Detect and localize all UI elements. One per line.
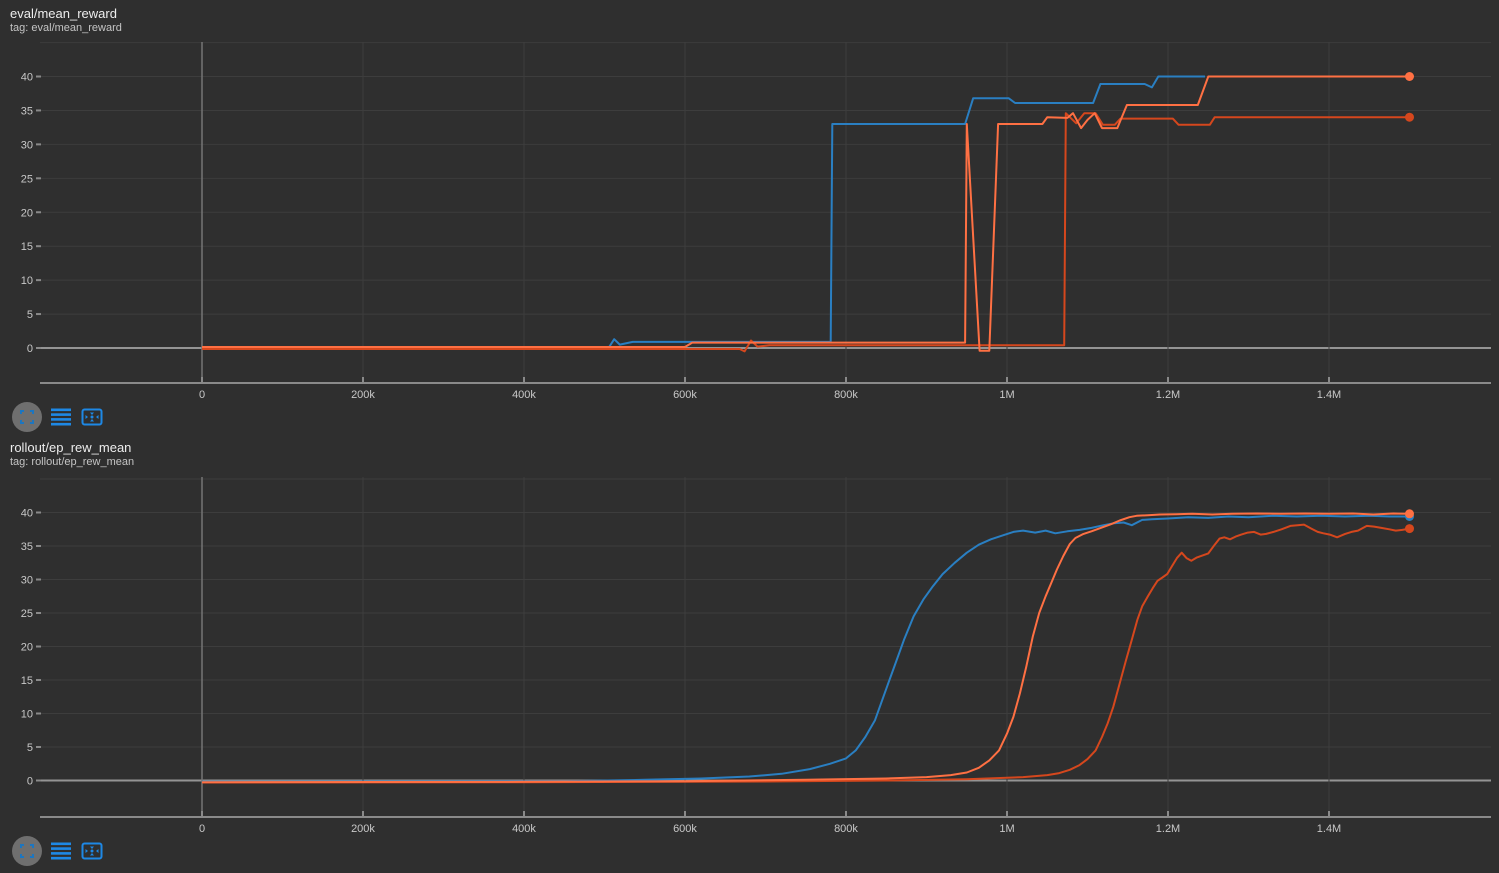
- series-end-dot-deep-orange: [1405, 524, 1414, 534]
- x-tick-label: 200k: [351, 389, 375, 401]
- data-table-icon: [51, 408, 71, 426]
- y-tick-label: 0: [27, 343, 33, 355]
- y-tick-label: 20: [21, 642, 33, 654]
- series-line-orange: [202, 75, 1410, 352]
- x-tick-label: 800k: [834, 823, 858, 835]
- fullscreen-corners-icon: [19, 843, 35, 859]
- x-tick-label: 1M: [999, 389, 1014, 401]
- y-tick-label: 0: [27, 776, 33, 788]
- data-table-button[interactable]: [50, 841, 72, 861]
- y-tick-label: 15: [21, 241, 33, 253]
- y-tick-label: 10: [21, 709, 33, 721]
- chart-tag-eval-mean-reward: tag: eval/mean_reward: [10, 22, 122, 34]
- chart-toolbar-eval: [12, 402, 104, 432]
- y-tick-label: 5: [27, 742, 33, 754]
- x-tick-label: 1.4M: [1317, 823, 1341, 835]
- x-tick-label: 1.2M: [1156, 389, 1180, 401]
- y-tick-label: 10: [21, 275, 33, 287]
- x-tick-label: 200k: [351, 823, 375, 835]
- y-tick-label: 40: [21, 508, 33, 520]
- fit-domain-button[interactable]: [80, 840, 104, 862]
- y-tick-label: 35: [21, 541, 33, 553]
- x-tick-label: 400k: [512, 389, 536, 401]
- fullscreen-button[interactable]: [12, 402, 42, 432]
- series-end-dot-orange: [1405, 509, 1414, 519]
- data-table-icon: [51, 842, 71, 860]
- x-tick-label: 600k: [673, 389, 697, 401]
- chart-toolbar-rollout: [12, 836, 104, 866]
- x-tick-label: 0: [199, 389, 205, 401]
- series-end-dot-deep-orange: [1405, 112, 1414, 122]
- chart-plot-eval-mean-reward[interactable]: 0 5 10 15 20 25 30 35 40 0 200k 400k 600k 800k 1M 1.2M 1…: [21, 42, 1491, 401]
- fit-domain-icon: [81, 841, 103, 861]
- series-line-blue: [201, 514, 1410, 783]
- x-tick-label: 1.4M: [1317, 389, 1341, 401]
- y-tick-label: 30: [21, 575, 33, 587]
- series-line-blue: [202, 75, 1205, 349]
- series-line-deep-orange: [201, 523, 1410, 784]
- chart-title-rollout-ep-rew-mean: rollout/ep_rew_mean: [10, 440, 132, 455]
- x-tick-label: 400k: [512, 823, 536, 835]
- y-tick-label: 30: [21, 139, 33, 151]
- chart-title-eval-mean-reward: eval/mean_reward: [10, 6, 117, 21]
- series-end-dot-orange: [1405, 72, 1414, 81]
- fit-domain-icon: [81, 407, 103, 427]
- series-line-deep-orange: [202, 112, 1410, 353]
- y-tick-label: 15: [21, 675, 33, 687]
- fullscreen-corners-icon: [19, 409, 35, 425]
- series-line-orange: [201, 512, 1410, 784]
- chart-plot-rollout-ep-rew-mean[interactable]: 0 5 10 15 20 25 30 35 40 0 200k 400k 600k 800k 1M 1.2M 1…: [21, 477, 1491, 835]
- fullscreen-button[interactable]: [12, 836, 42, 866]
- data-table-button[interactable]: [50, 407, 72, 427]
- x-tick-label: 1M: [999, 823, 1014, 835]
- chart-tag-rollout-ep-rew-mean: tag: rollout/ep_rew_mean: [10, 456, 135, 468]
- x-tick-label: 0: [199, 823, 205, 835]
- y-tick-label: 25: [21, 608, 33, 620]
- x-tick-label: 1.2M: [1156, 823, 1180, 835]
- y-tick-label: 40: [21, 72, 33, 84]
- x-tick-label: 600k: [673, 823, 697, 835]
- x-tick-label: 800k: [834, 389, 858, 401]
- y-tick-label: 20: [21, 207, 33, 219]
- y-tick-label: 5: [27, 309, 33, 321]
- y-tick-label: 35: [21, 105, 33, 117]
- fit-domain-button[interactable]: [80, 406, 104, 428]
- y-tick-label: 25: [21, 173, 33, 185]
